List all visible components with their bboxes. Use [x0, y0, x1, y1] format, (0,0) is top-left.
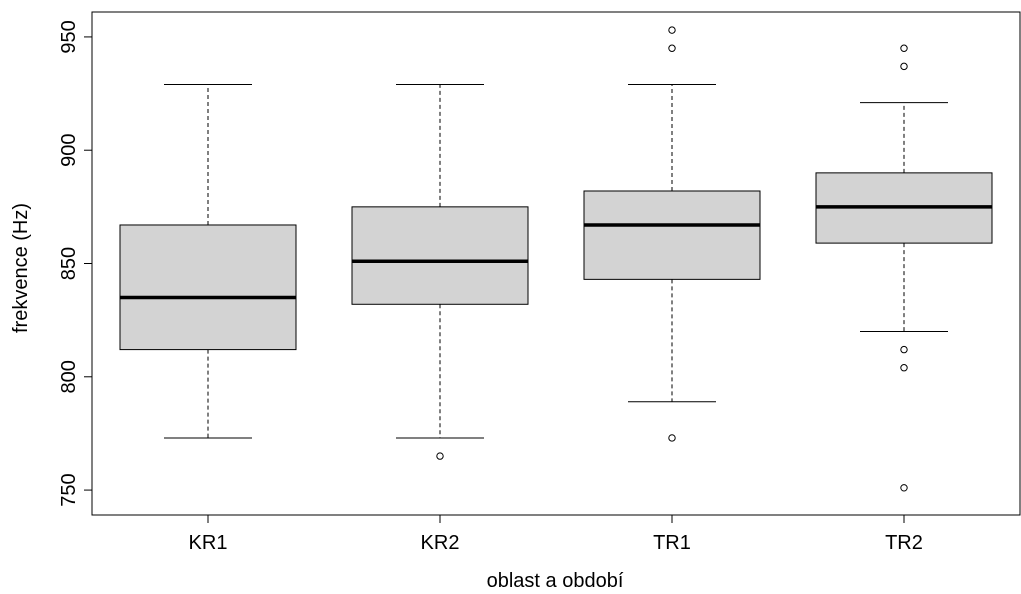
plot-area: [91, 11, 1021, 516]
iqr-box: [351, 206, 529, 305]
y-tick-label: 800: [58, 360, 80, 393]
outlier-point: [900, 364, 908, 372]
y-tick-label: 900: [58, 134, 80, 167]
y-axis: 750 800 850 900 950: [58, 20, 92, 507]
x-tick-label: KR1: [189, 532, 228, 554]
x-tick-label: TR1: [653, 532, 691, 554]
x-axis: KR1 KR2 TR1 TR2: [189, 515, 923, 554]
box-tr1: [583, 26, 761, 442]
y-tick-label: 750: [58, 473, 80, 506]
x-tick-label: KR2: [421, 532, 460, 554]
x-axis-title: oblast a období: [487, 570, 624, 592]
box-kr2: [351, 84, 529, 460]
outlier-point: [900, 345, 908, 354]
y-tick-label: 950: [58, 20, 80, 53]
box-tr2: [815, 44, 993, 492]
outlier-point: [900, 62, 908, 71]
y-axis-title: frekvence (Hz): [10, 203, 32, 333]
outlier-point: [900, 44, 908, 52]
outlier-point: [900, 484, 908, 492]
outlier-point: [668, 44, 676, 52]
outlier-point: [668, 434, 676, 442]
box-kr1: [119, 84, 297, 439]
iqr-box: [583, 190, 761, 280]
outlier-point: [668, 26, 676, 34]
outlier-point: [436, 452, 444, 460]
y-tick-label: 850: [58, 247, 80, 280]
x-tick-label: TR2: [885, 532, 923, 554]
iqr-box: [119, 224, 297, 351]
